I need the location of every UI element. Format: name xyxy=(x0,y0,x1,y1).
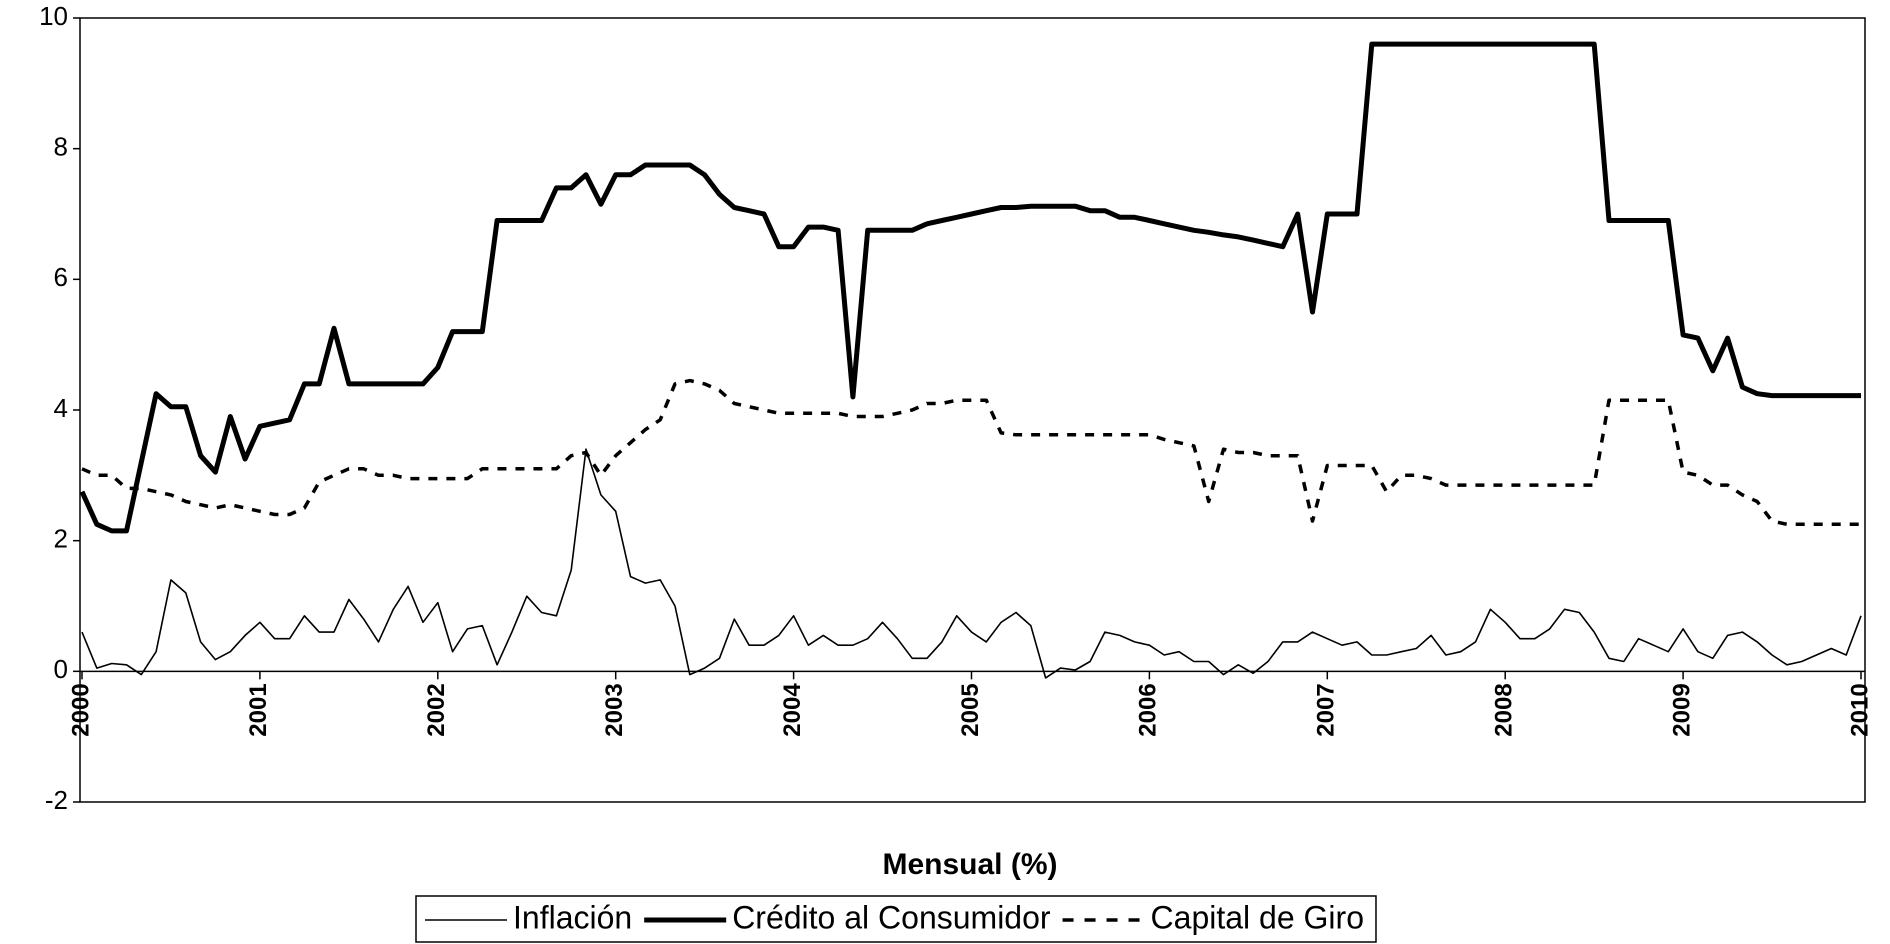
y-tick-label: 4 xyxy=(54,393,68,423)
y-tick-label: -2 xyxy=(45,785,68,815)
x-tick-label: 2008 xyxy=(1491,683,1518,736)
y-tick-label: 8 xyxy=(54,132,68,162)
legend-box xyxy=(415,895,1377,943)
x-tick-label: 2001 xyxy=(245,683,272,736)
y-tick-label: 6 xyxy=(54,262,68,292)
y-tick-label: 0 xyxy=(54,654,68,684)
legend-label: Inflación xyxy=(513,899,632,935)
y-tick-label: 2 xyxy=(54,524,68,554)
x-axis-title: Mensual (%) xyxy=(882,848,1057,881)
x-tick-label: 2009 xyxy=(1668,683,1695,736)
x-tick-label: 2007 xyxy=(1313,683,1340,736)
series-line xyxy=(79,41,1861,534)
x-tick-label: 2005 xyxy=(957,683,984,736)
legend: Inflación Crédito al Consumidor Capital de… xyxy=(415,895,1377,943)
x-tick-label: 2004 xyxy=(779,683,806,737)
x-tick-label: 2003 xyxy=(601,683,628,736)
x-tick-label: 2000 xyxy=(67,683,94,736)
legend-label: Capital de Giro xyxy=(1151,899,1364,935)
legend-label: Crédito al Consumidor xyxy=(732,899,1051,935)
series-line xyxy=(81,378,1861,527)
x-tick-label: 2010 xyxy=(1846,683,1873,736)
x-tick-label: 2006 xyxy=(1135,683,1162,736)
y-tick-label: 10 xyxy=(39,1,68,31)
x-tick-label: 2002 xyxy=(423,683,450,736)
series-line xyxy=(81,448,1862,679)
